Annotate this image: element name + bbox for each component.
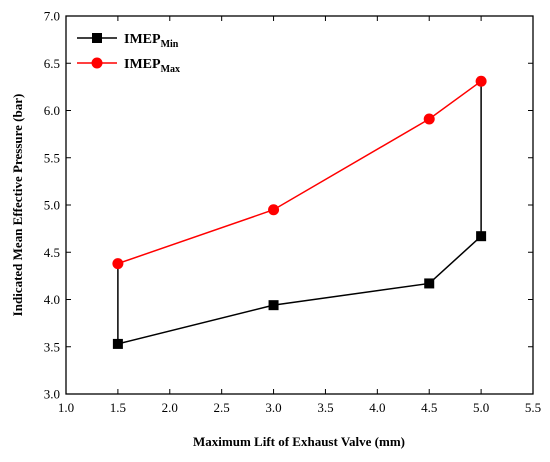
data-point-min: [476, 231, 487, 242]
x-tick-label: 1.5: [110, 400, 126, 415]
y-tick-label: 6.0: [44, 103, 60, 118]
data-point-max: [268, 204, 280, 216]
x-tick-label: 5.0: [473, 400, 489, 415]
legend-label-subscript: Min: [161, 39, 179, 50]
y-tick-label: 6.5: [44, 56, 60, 71]
y-tick-label: 4.0: [44, 292, 60, 307]
y-tick-label: 7.0: [44, 9, 60, 24]
data-point-max: [475, 75, 487, 87]
legend: IMEPMin IMEPMax: [77, 32, 180, 75]
x-tick-label: 3.0: [265, 400, 281, 415]
x-tick-label: 2.0: [162, 400, 178, 415]
legend-label-max: IMEPMax: [124, 57, 180, 75]
y-tick-label: 3.5: [44, 339, 60, 354]
y-tick-label: 3.0: [44, 387, 60, 402]
y-tick-label: 5.0: [44, 198, 60, 213]
y-axis-title: Indicated Mean Effective Pressure (bar): [10, 94, 25, 317]
legend-marker-min: [92, 33, 102, 43]
x-axis-title: Maximum Lift of Exhaust Valve (mm): [193, 434, 405, 449]
range-connectors: [117, 81, 482, 344]
y-tick-label: 5.5: [44, 150, 60, 165]
x-tick-label: 1.0: [58, 400, 74, 415]
data-point-max: [112, 258, 124, 270]
x-tick-label: 2.5: [214, 400, 230, 415]
data-point-min: [112, 338, 123, 349]
series-line-max: [117, 80, 482, 265]
series-layer: [112, 75, 487, 349]
y-tick-label: 4.5: [44, 245, 60, 260]
x-tick-label: 4.5: [421, 400, 437, 415]
x-tick-label: 5.5: [525, 400, 541, 415]
legend-label-min: IMEPMin: [124, 32, 179, 50]
data-point-min: [268, 300, 279, 311]
plot-frame: [65, 15, 534, 395]
y-axis: 3.0 3.5 4.0 4.5 5.0 5.5 6.0 6.5 7.0: [44, 9, 533, 402]
series-line-min: [117, 235, 482, 345]
x-tick-label: 4.0: [369, 400, 385, 415]
data-point-max: [423, 113, 435, 125]
x-axis: 1.0 1.5 2.0 2.5 3.0 3.5 4.0 4.5 5.0 5.5: [58, 16, 541, 415]
legend-marker-max: [91, 57, 103, 69]
data-point-min: [424, 278, 435, 289]
legend-label-subscript: Max: [161, 64, 180, 75]
x-tick-label: 3.5: [317, 400, 333, 415]
